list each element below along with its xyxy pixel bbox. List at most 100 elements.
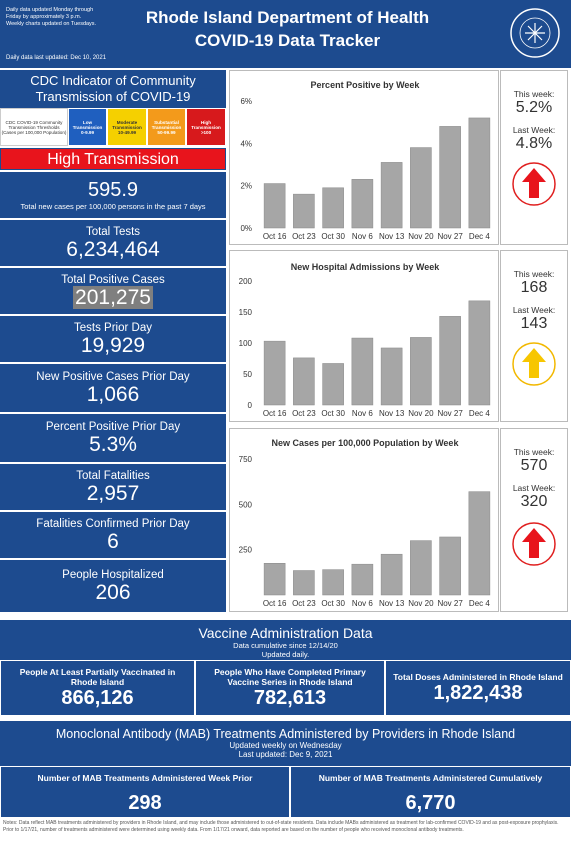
bar [322, 569, 344, 596]
bar [322, 187, 344, 229]
chart-title: New Hospital Admissions by Week [291, 262, 441, 272]
x-tick-label: Oct 30 [321, 409, 345, 418]
x-tick-label: Nov 6 [352, 409, 373, 418]
stat-value: 6,234,464 [66, 237, 160, 261]
bar [468, 491, 491, 596]
stat-label: Fatalities Confirmed Prior Day [36, 517, 190, 530]
this-week-label: This week: [513, 269, 555, 279]
y-tick-label: 2% [240, 182, 252, 191]
bar [439, 316, 461, 406]
last-week-value: 320 [520, 493, 548, 510]
bar [322, 363, 344, 406]
stat-label: New Positive Cases Prior Day [36, 370, 190, 383]
this-week-value: 570 [520, 457, 548, 474]
box-value: 298 [128, 792, 162, 814]
last-week-label: Last Week: [512, 125, 556, 135]
box-label: People Who Have Completed Primary Vaccin… [214, 666, 366, 687]
stat-label: Total Fatalities [76, 469, 150, 482]
stat-box: New Positive Cases Prior Day 1,066 [0, 364, 226, 412]
note-line: Friday by approximately 3 p.m. [6, 14, 82, 20]
chart-title: New Cases per 100,000 Population by Week [272, 438, 460, 448]
bar [468, 300, 491, 406]
box-label: Number of MAB Treatments Administered Cu… [318, 773, 543, 783]
bar [439, 536, 461, 596]
comparison-panel: This week: 5.2% Last Week: 4.8% [500, 70, 568, 245]
mab-box: Number of MAB Treatments Administered We… [0, 766, 290, 818]
trend-arrow [512, 522, 556, 566]
this-week-label: This week: [513, 89, 555, 99]
stat-value: 206 [95, 580, 131, 604]
box-label: People At Least Partially Vaccinated in … [19, 666, 176, 687]
y-tick-label: 750 [239, 455, 253, 464]
bar [293, 193, 315, 229]
header: Daily data updated Monday through Friday… [0, 0, 571, 68]
y-tick-label: 0 [248, 401, 253, 410]
stat-label: Total Tests [85, 225, 141, 238]
note-line: Daily data updated Monday through [6, 7, 94, 13]
level-range: >100 [200, 129, 212, 135]
update-note: Updated daily. [261, 650, 310, 659]
this-week-value: 168 [520, 279, 548, 296]
y-tick-label: 50 [243, 370, 252, 379]
x-tick-label: Oct 23 [292, 409, 316, 418]
title: Rhode Island Department of Health COVID-… [130, 6, 445, 52]
y-tick-label: 6% [240, 97, 252, 106]
bar [293, 570, 315, 596]
bar [293, 357, 315, 406]
x-tick-label: Nov 13 [379, 232, 405, 241]
stat-value: 1,066 [86, 382, 140, 406]
stat-box: Percent Positive Prior Day 5.3% [0, 414, 226, 462]
y-tick-label: 500 [239, 500, 253, 509]
x-tick-label: Nov 6 [352, 232, 373, 241]
level-low: Low Transmission 0-9.99 [68, 108, 107, 146]
section-title: Monoclonal Antibody (MAB) Treatments Adm… [55, 727, 516, 741]
level-high: High Transmission >100 [186, 108, 226, 146]
x-tick-label: Oct 23 [292, 232, 316, 241]
level-range: 0-9.99 [80, 129, 95, 135]
trend-arrow [512, 162, 556, 206]
section-title: Vaccine Administration Data [198, 625, 373, 641]
stat-value: 2,957 [86, 481, 140, 505]
y-tick-label: 0% [240, 224, 252, 233]
stat-label: People Hospitalized [62, 568, 164, 581]
bar [263, 340, 286, 406]
stat-value: 201,275 [73, 285, 153, 309]
stat-box: Total Positive Cases 201,275 [0, 268, 226, 314]
box-value: 6,770 [405, 792, 456, 814]
y-tick-label: 4% [240, 139, 252, 148]
title-line: COVID-19 Data Tracker [194, 31, 381, 50]
note-line: Weekly charts updated on Tuesdays. [6, 21, 97, 27]
x-tick-label: Oct 30 [321, 232, 345, 241]
level-name: High Transmission [191, 119, 221, 130]
cdc-description: Total new cases per 100,000 persons in t… [20, 202, 206, 211]
comparison-panel: This week: 570 Last Week: 320 [500, 428, 568, 612]
comparison-panel: This week: 168 Last Week: 143 [500, 250, 568, 422]
chart: New Hospital Admissions by Week 0 50 100 150… [229, 250, 499, 422]
x-tick-label: Oct 23 [292, 599, 316, 608]
this-week-value: 5.2% [515, 99, 553, 116]
x-tick-label: Nov 20 [408, 599, 434, 608]
stat-value: 5.3% [89, 432, 137, 456]
level-range: 10-49.99 [117, 129, 137, 135]
x-tick-label: Nov 20 [408, 409, 434, 418]
last-week-label: Last Week: [512, 483, 556, 493]
last-week-value: 4.8% [515, 135, 553, 152]
bar [351, 563, 374, 596]
stat-value: 19,929 [80, 333, 146, 357]
update-notes: Daily data updated Monday through Friday… [6, 7, 96, 28]
chart: Percent Positive by Week 0% 2% 4% 6% Oct 16 Oc… [229, 70, 499, 245]
box-label: Number of MAB Treatments Administered We… [37, 773, 253, 783]
stat-box: Total Fatalities 2,957 [0, 464, 226, 510]
status: High Transmission [0, 148, 226, 170]
stat-box: Tests Prior Day 19,929 [0, 316, 226, 362]
box-value: 782,613 [253, 686, 327, 709]
level-name: Low Transmission [72, 119, 103, 130]
x-tick-label: Nov 13 [379, 599, 405, 608]
level-substantial: Substantial Transmission 50-99.99 [147, 108, 186, 146]
vaccine-box: People Who Have Completed Primary Vaccin… [195, 660, 385, 716]
x-tick-label: Nov 27 [437, 232, 463, 241]
last-updated: Daily data last updated: Dec 10, 2021 [6, 55, 107, 61]
threshold-label: CDC COVID-19 Community Transmission Thre… [0, 108, 68, 146]
bar [468, 117, 491, 229]
